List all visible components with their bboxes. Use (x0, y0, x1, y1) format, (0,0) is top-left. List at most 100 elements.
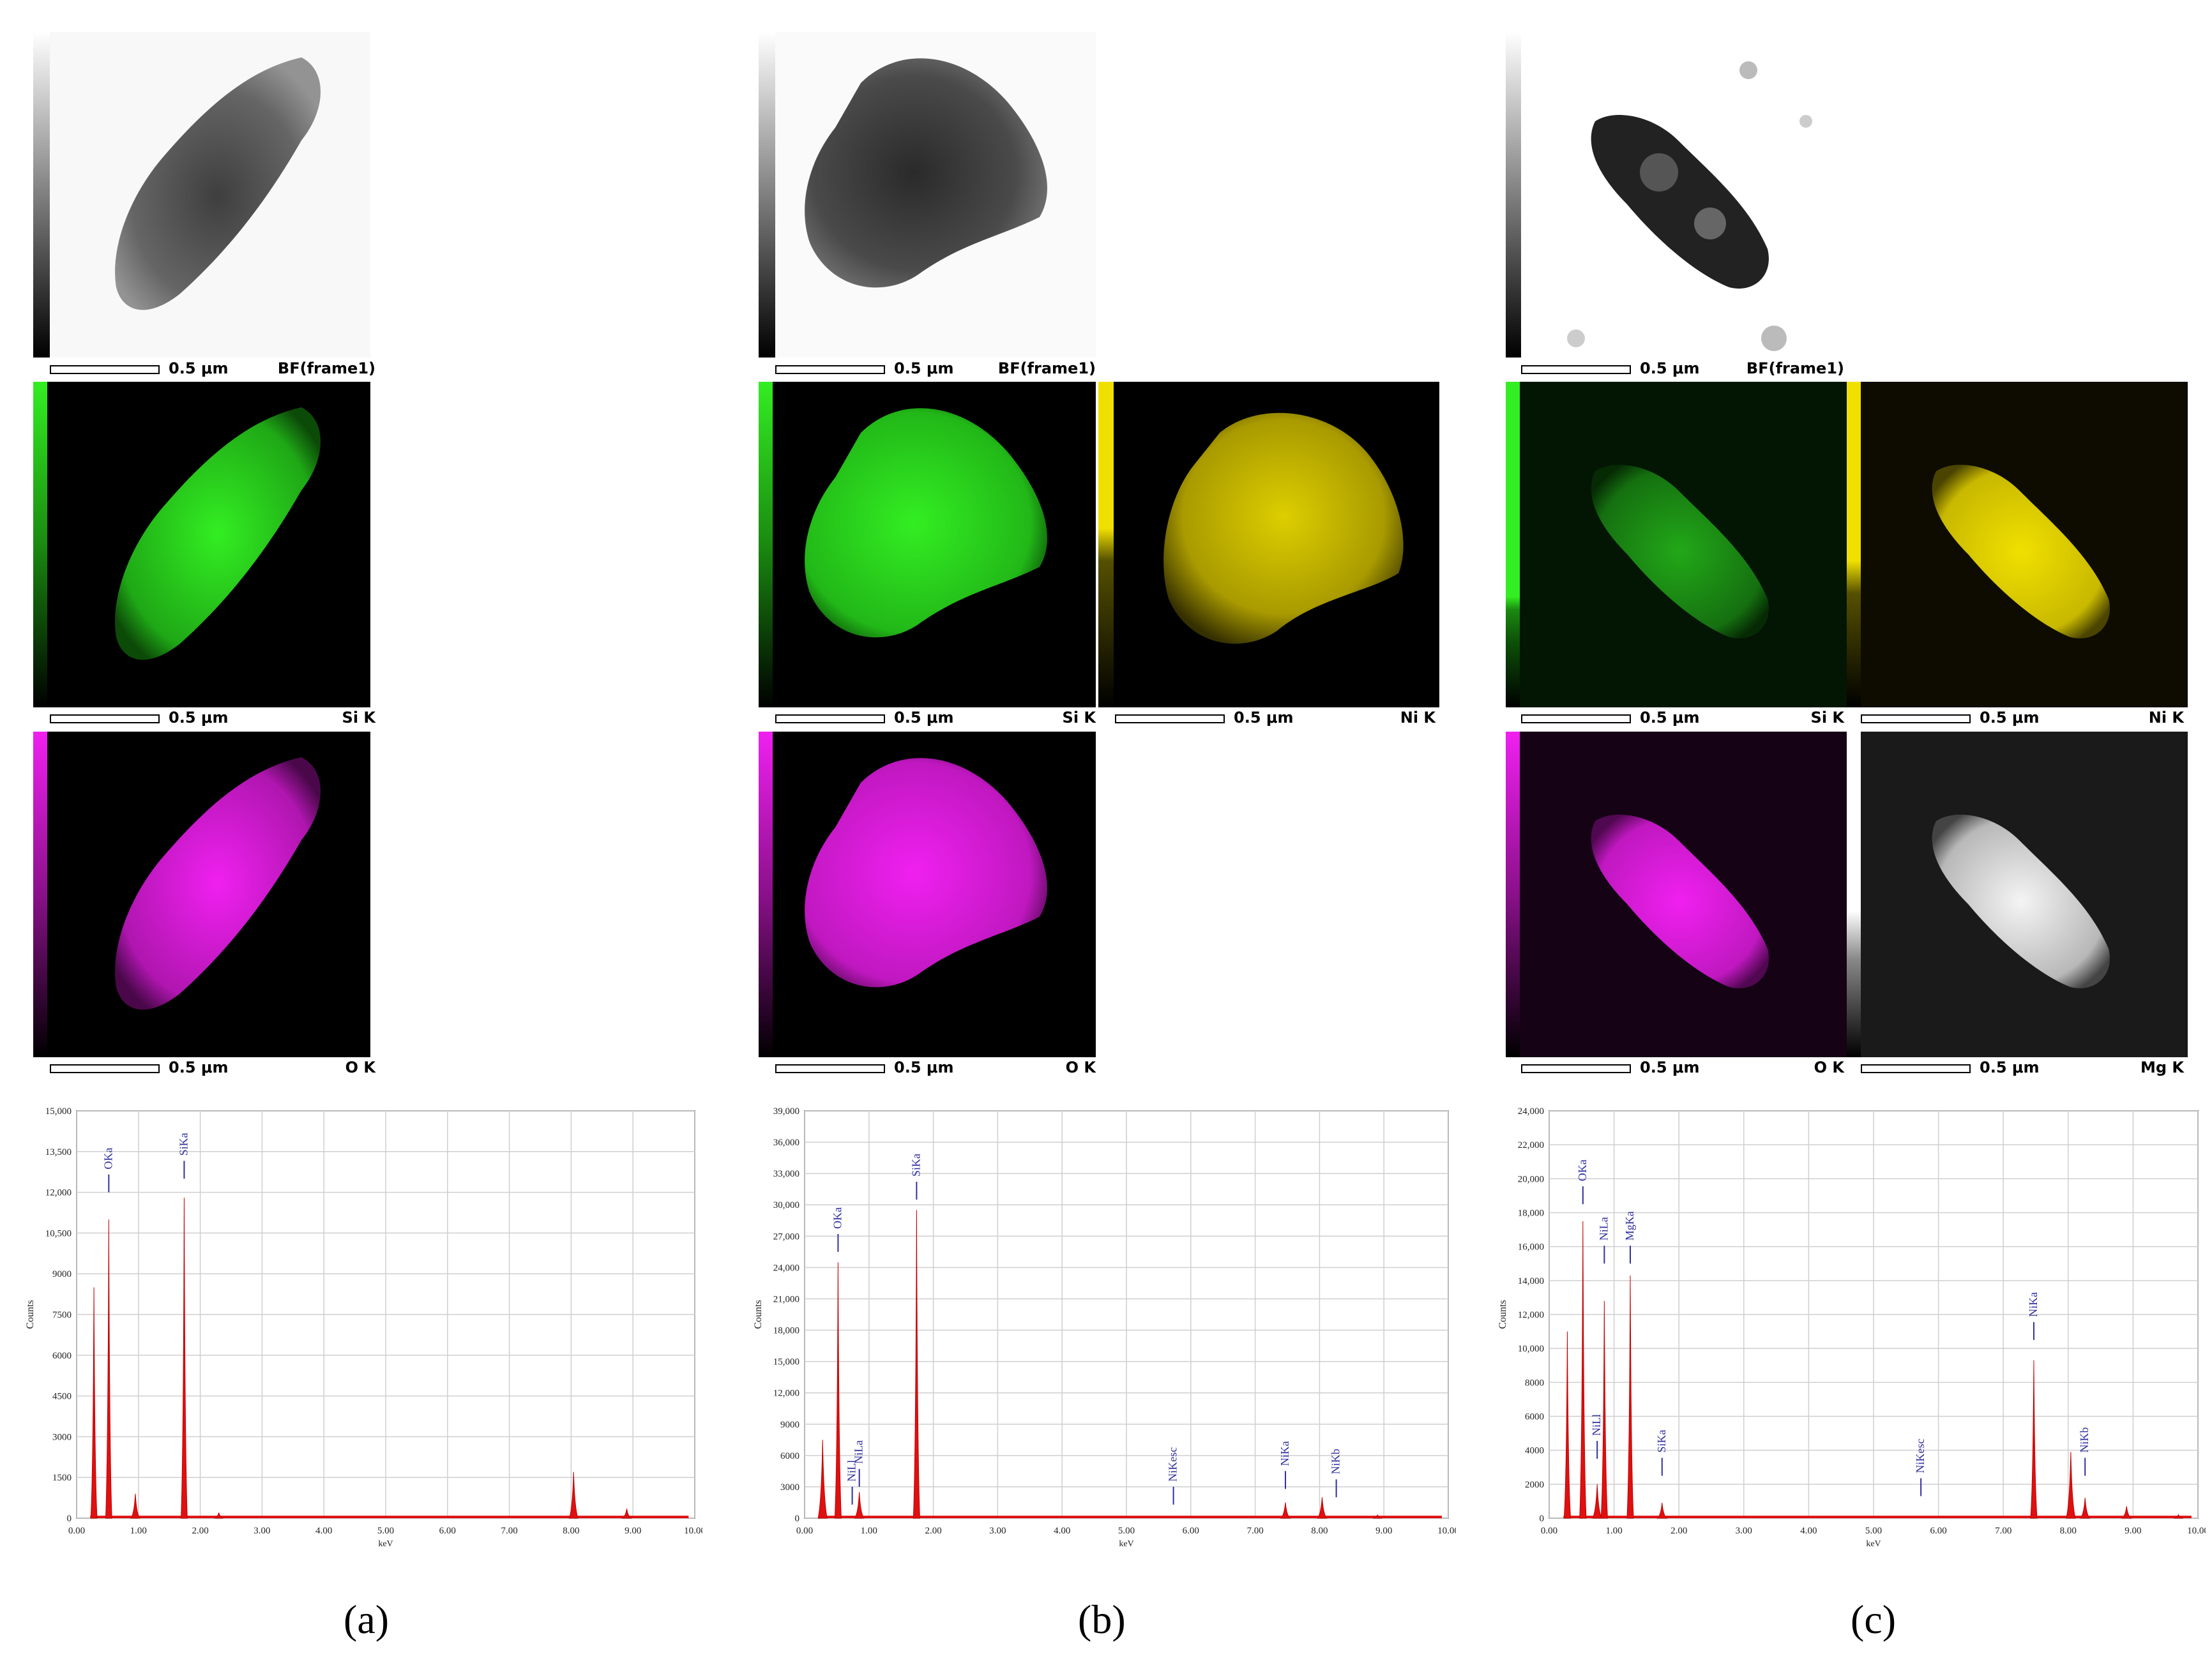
x-tick-label: 5.00 (377, 1526, 394, 1536)
spectrum-peak (105, 1219, 112, 1519)
intensity-scale (1506, 382, 1520, 707)
mg-map-image (1847, 732, 2188, 1057)
peak-label: NiLl (845, 1460, 858, 1482)
y-tick-label: 6000 (1525, 1412, 1544, 1422)
y-tick-label: 9000 (780, 1420, 799, 1430)
y-axis-label: Counts (25, 1300, 36, 1329)
x-tick-label: 1.00 (861, 1526, 877, 1536)
map-label: O K (345, 1059, 375, 1076)
bf-map-caption: 0.5 μm BF(frame1) (1521, 359, 1844, 379)
y-tick-label: 3000 (780, 1482, 799, 1493)
spectrum-peak (1579, 1221, 1587, 1519)
scale-bar (775, 1064, 885, 1073)
spectrum-peak (2080, 1498, 2091, 1519)
map-label: BF(frame1) (277, 359, 375, 377)
y-tick-label: 30,000 (773, 1200, 799, 1210)
peak-label: NiLl (1590, 1414, 1603, 1436)
scale-bar (1861, 714, 1971, 723)
spectrum-peak (1563, 1331, 1572, 1519)
x-tick-label: 0.00 (796, 1526, 813, 1536)
spectrum-peak (1626, 1275, 1634, 1519)
map-label: Si K (1062, 709, 1096, 727)
intensity-scale (759, 382, 773, 707)
scale-bar (1521, 714, 1631, 723)
si-map-tile (1506, 382, 1847, 707)
x-axis-label: keV (1119, 1539, 1133, 1549)
y-tick-label: 4000 (1525, 1446, 1544, 1456)
spectrum-peak (1317, 1497, 1328, 1519)
map-label: BF(frame1) (1746, 359, 1844, 377)
x-tick-label: 2.00 (192, 1526, 208, 1536)
y-tick-label: 15,000 (773, 1357, 799, 1367)
y-tick-label: 0 (1540, 1514, 1545, 1524)
y-tick-label: 12,000 (773, 1389, 799, 1399)
ni-map-tile (1847, 382, 2188, 707)
bf-map-image (1506, 32, 1847, 358)
y-tick-label: 21,000 (773, 1294, 799, 1304)
x-tick-label: 0.00 (68, 1526, 85, 1536)
spectrum-peak (568, 1472, 579, 1519)
x-tick-label: 9.00 (1375, 1526, 1392, 1536)
peak-label: NiKa (2027, 1292, 2040, 1317)
y-tick-label: 4500 (52, 1392, 72, 1402)
peak-label: SiKa (1655, 1430, 1668, 1453)
o-map-tile (33, 732, 370, 1057)
x-tick-label: 1.00 (130, 1526, 147, 1536)
map-label: Mg K (2140, 1059, 2184, 1076)
spectrum-peak (817, 1440, 828, 1519)
bf-map-tile (759, 32, 1096, 358)
scale-bar-length: 0.5 μm (894, 709, 954, 727)
eds-spectrum-b: 0 3000 6000 9000 12,000 15,000 18,000 21,000 24,… (753, 1106, 1456, 1549)
spectrum-peak (854, 1492, 865, 1519)
scale-bar (50, 1064, 160, 1073)
intensity-scale (1847, 382, 1861, 707)
peak-label: NiLa (1597, 1217, 1610, 1240)
scale-bar-length: 0.5 μm (169, 1059, 229, 1076)
spectrum-peak (913, 1210, 920, 1519)
ni-map-image (1098, 382, 1439, 707)
x-tick-label: 0.00 (1541, 1526, 1557, 1536)
y-tick-label: 18,000 (773, 1326, 799, 1336)
scale-bar-length: 0.5 μm (1980, 709, 2040, 727)
scale-bar-length: 0.5 μm (1980, 1059, 2040, 1076)
spectrum-peak (1280, 1502, 1291, 1519)
x-tick-label: 4.00 (315, 1526, 332, 1536)
spectrum-peak (1656, 1503, 1668, 1519)
x-tick-label: 3.00 (254, 1526, 270, 1536)
y-tick-label: 14,000 (1518, 1276, 1544, 1286)
x-tick-label: 5.00 (1865, 1526, 1882, 1536)
si-map-tile (759, 382, 1096, 707)
o-map-image (759, 732, 1096, 1057)
y-tick-label: 27,000 (773, 1232, 799, 1242)
x-tick-label: 10.00 (2187, 1526, 2206, 1536)
x-tick-label: 3.00 (1736, 1526, 1752, 1536)
panel-label-a: (a) (344, 1597, 390, 1642)
spectrum-peak (834, 1262, 842, 1519)
x-tick-label: 6.00 (1930, 1526, 1946, 1536)
scale-bar (775, 365, 885, 374)
y-tick-label: 10,000 (1518, 1344, 1544, 1354)
peak-label: NiKa (1278, 1441, 1291, 1466)
peak-label: OKa (831, 1207, 844, 1229)
peak-label: NiKb (1329, 1449, 1342, 1474)
y-tick-label: 12,000 (1518, 1310, 1544, 1320)
map-label: Si K (1810, 709, 1844, 727)
x-tick-label: 6.00 (1183, 1526, 1199, 1536)
spectrum-peak (2174, 1514, 2183, 1519)
x-tick-label: 3.00 (989, 1526, 1006, 1536)
x-tick-label: 7.00 (1995, 1526, 2011, 1536)
si-map-caption: 0.5 μm Si K (1521, 709, 1844, 728)
intensity-scale (759, 32, 775, 358)
x-tick-label: 4.00 (1800, 1526, 1817, 1536)
x-tick-label: 9.00 (625, 1526, 641, 1536)
y-tick-label: 18,000 (1518, 1209, 1544, 1219)
intensity-scale (33, 382, 47, 707)
y-tick-label: 39,000 (773, 1106, 799, 1117)
x-tick-label: 10.00 (1437, 1526, 1456, 1536)
peak-label: OKa (102, 1148, 114, 1170)
y-tick-label: 3000 (52, 1432, 72, 1442)
intensity-scale (759, 732, 773, 1057)
ni-map-image (1847, 382, 2188, 707)
si-map-image (1506, 382, 1847, 707)
x-tick-label: 7.00 (501, 1526, 517, 1536)
